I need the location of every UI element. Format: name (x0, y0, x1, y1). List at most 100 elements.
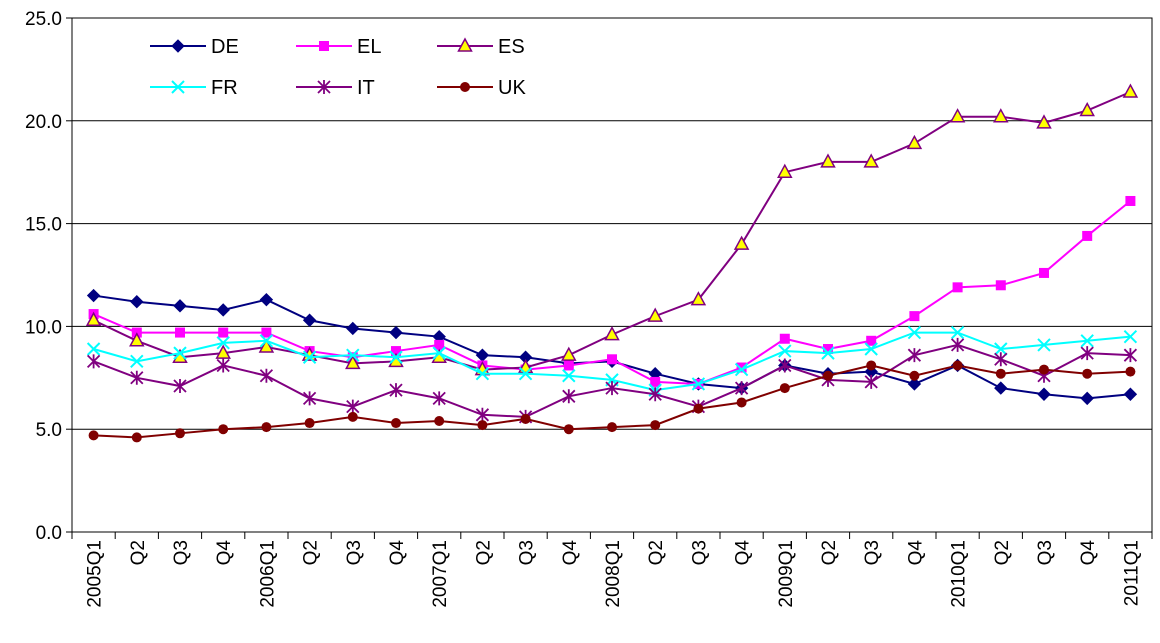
data-point-es (906, 134, 923, 150)
data-point-uk (477, 420, 488, 431)
data-point-el (434, 339, 445, 350)
data-point-el (779, 333, 790, 344)
data-point-el (391, 346, 401, 357)
x-tick-label: Q4 (214, 540, 235, 566)
data-point-es (733, 235, 750, 250)
data-point-es (258, 338, 275, 353)
data-point-it (648, 387, 662, 402)
data-point-el (866, 335, 877, 346)
x-tick-label: Q2 (819, 540, 840, 565)
data-point-el (218, 327, 229, 338)
data-point-el (563, 360, 574, 371)
data-point-es (85, 311, 102, 326)
data-point-de (302, 313, 317, 327)
series-it (86, 337, 1138, 424)
data-point-el (261, 327, 272, 338)
x-tick-label: Q3 (517, 540, 538, 565)
data-point-de (1080, 391, 1094, 406)
x-tick-label: Q3 (171, 540, 192, 565)
data-point-de (86, 288, 101, 303)
data-point-uk (131, 432, 142, 443)
x-tick-label: Q4 (560, 540, 581, 566)
data-point-de (346, 321, 360, 336)
data-point-uk (88, 430, 99, 441)
data-point-fr (1080, 334, 1094, 348)
data-point-fr (130, 354, 144, 369)
legend-item-el: EL (296, 36, 381, 58)
data-point-fr (778, 344, 792, 358)
data-point-it (216, 358, 230, 373)
data-point-de (475, 348, 490, 362)
series-el (88, 195, 1136, 389)
x-tick-label: Q2 (992, 540, 1013, 565)
data-point-es (457, 37, 473, 52)
data-point-de (994, 381, 1008, 395)
data-point-es (820, 153, 836, 168)
legend-item-uk: UK (437, 77, 526, 99)
data-point-de (259, 292, 274, 307)
data-point-es (561, 346, 577, 361)
data-point-es (1122, 83, 1139, 98)
data-point-fr (691, 377, 706, 391)
x-tick-label: Q4 (1078, 540, 1099, 566)
data-point-it (86, 354, 101, 369)
data-point-fr (1123, 329, 1138, 344)
data-point-it (130, 370, 144, 385)
data-point-fr (994, 342, 1008, 356)
data-point-de (173, 299, 187, 313)
data-point-uk (823, 370, 833, 381)
x-tick-label: 2010Q1 (949, 540, 970, 608)
data-point-de (907, 377, 922, 391)
x-tick-label: Q2 (301, 540, 322, 565)
legend-label: FR (211, 77, 238, 99)
data-point-fr (389, 350, 403, 364)
legend-label: DE (211, 36, 239, 58)
legend-label: UK (498, 77, 526, 99)
y-tick-label: 5.0 (36, 420, 62, 441)
x-tick-label: Q3 (862, 540, 883, 565)
data-point-uk (175, 428, 185, 439)
legend-item-it: IT (296, 77, 375, 99)
data-point-it (864, 374, 878, 389)
y-tick-label: 0.0 (36, 523, 62, 544)
data-point-uk (1125, 366, 1136, 377)
data-point-fr (432, 346, 446, 360)
data-point-fr (302, 350, 317, 364)
data-point-fr (216, 336, 230, 350)
x-tick-label: Q2 (646, 540, 667, 565)
series-es (85, 83, 1139, 376)
data-point-fr (173, 346, 187, 360)
series-fr (86, 325, 1138, 397)
data-point-es (1079, 101, 1095, 117)
data-point-uk (460, 82, 470, 92)
y-tick-label: 15.0 (25, 215, 62, 236)
legend-item-es: ES (437, 36, 525, 58)
data-point-it (173, 379, 187, 394)
data-point-fr (475, 366, 490, 381)
data-point-it (950, 337, 965, 352)
data-point-el (1039, 267, 1049, 278)
series-uk (88, 360, 1136, 443)
data-point-uk (218, 424, 229, 435)
data-point-de (171, 39, 185, 53)
data-point-de (1037, 387, 1051, 401)
data-point-el (1125, 195, 1136, 206)
data-point-es (993, 108, 1009, 123)
data-point-it (907, 348, 922, 363)
data-point-fr (259, 334, 274, 348)
data-point-uk (736, 397, 747, 408)
data-point-uk (995, 368, 1006, 379)
data-point-el (319, 41, 329, 51)
data-point-it (994, 352, 1008, 367)
data-point-it (389, 383, 403, 398)
data-point-uk (434, 415, 445, 426)
data-point-it (605, 381, 619, 396)
data-point-el (952, 282, 963, 293)
data-point-de (130, 295, 144, 309)
x-tick-label: Q4 (733, 540, 754, 566)
data-point-uk (693, 403, 704, 414)
data-point-uk (909, 370, 920, 381)
data-point-uk (304, 418, 315, 429)
data-point-el (995, 280, 1006, 291)
data-point-uk (261, 422, 272, 433)
